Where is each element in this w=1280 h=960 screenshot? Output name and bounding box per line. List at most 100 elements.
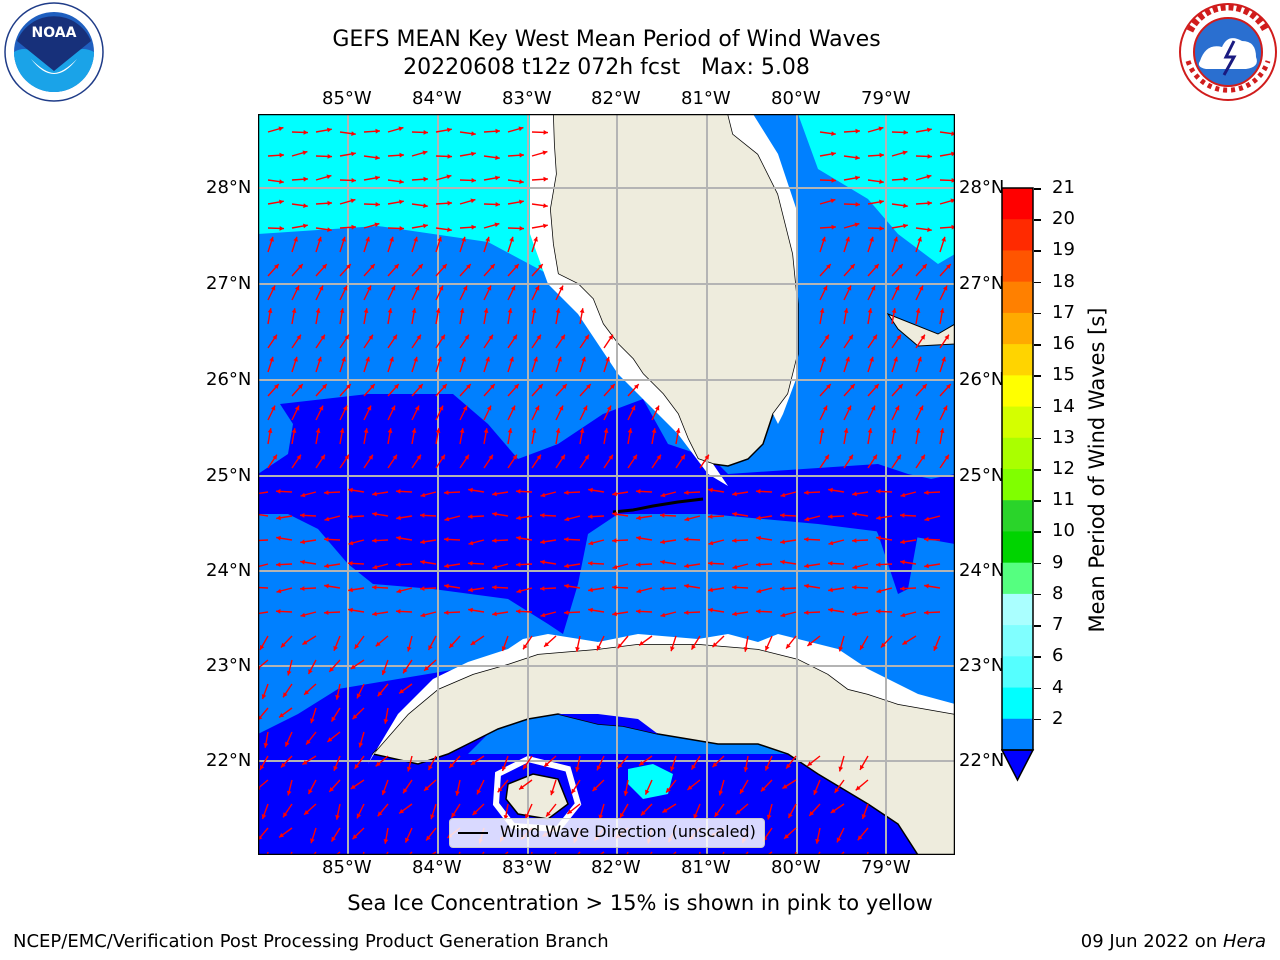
- wave-arrow-head: [786, 643, 791, 649]
- wave-arrow-head: [846, 405, 852, 411]
- wave-arrow-head: [920, 334, 925, 340]
- wave-arrow-head: [542, 150, 548, 156]
- wave-arrow-head: [924, 537, 929, 542]
- wave-arrow-head: [564, 537, 569, 542]
- wave-arrow-head: [596, 765, 602, 771]
- wave-arrow-head: [854, 222, 860, 228]
- wave-arrow-head: [843, 428, 849, 433]
- wave-arrow: [258, 491, 269, 495]
- wave-arrow-head: [377, 691, 383, 697]
- wave-arrow-head: [392, 454, 397, 460]
- wave-arrow-head: [804, 610, 809, 615]
- wave-arrow-head: [782, 784, 788, 789]
- wave-arrow-head: [902, 150, 908, 156]
- wave-arrow-head: [351, 224, 356, 230]
- wave-arrow-head: [564, 516, 570, 522]
- wave-arrow-head: [348, 561, 353, 566]
- wave-arrow-head: [490, 264, 495, 269]
- wave-arrow-head: [861, 814, 867, 819]
- wave-arrow-head: [645, 789, 650, 795]
- wave-arrow-head: [267, 308, 273, 313]
- lon-label-bottom-81w: 81°W: [681, 857, 731, 878]
- colorbar-tick-mark: [1034, 687, 1041, 690]
- wave-arrow-head: [468, 587, 473, 593]
- colorbar-tick-mark: [1034, 375, 1041, 377]
- wave-arrow-head: [917, 356, 922, 362]
- wave-arrow-head: [298, 384, 303, 389]
- wave-arrow-head: [860, 644, 865, 650]
- wave-arrow-head: [927, 200, 932, 206]
- wave-arrow-head: [939, 428, 945, 433]
- wave-arrow-head: [414, 405, 420, 411]
- wave-arrow-head: [780, 559, 785, 565]
- lat-label-left-23n: 23°N: [206, 655, 252, 676]
- wave-arrow-head: [852, 585, 857, 590]
- wave-arrow-head: [276, 489, 281, 494]
- lon-label-top-84w: 84°W: [412, 88, 462, 109]
- wave-arrow-head: [756, 588, 762, 594]
- wave-arrow-head: [826, 264, 831, 269]
- wave-arrow-head: [327, 200, 332, 206]
- wave-arrow-head: [684, 516, 690, 522]
- wave-arrow-head: [540, 539, 545, 545]
- wave-arrow-head: [516, 609, 521, 614]
- wave-arrow-head: [941, 356, 946, 362]
- wave-arrow-head: [293, 356, 298, 362]
- wave-arrow-head: [372, 491, 377, 497]
- wave-arrow-head: [503, 815, 509, 820]
- wave-arrow-head: [354, 764, 360, 769]
- wave-arrow-head: [876, 609, 881, 614]
- wave-arrow-head: [335, 814, 340, 820]
- wave-arrow-head: [807, 641, 813, 646]
- wave-arrow-head: [331, 716, 336, 722]
- wave-arrow-head: [571, 788, 576, 794]
- wave-arrow-head: [455, 790, 460, 796]
- wave-arrow-head: [876, 489, 881, 494]
- wave-arrow-head: [933, 645, 938, 651]
- wave-arrow-head: [540, 513, 545, 518]
- wave-arrow-head: [831, 178, 836, 183]
- wave-arrow-head: [538, 264, 543, 269]
- wave-arrow: [503, 851, 509, 855]
- wave-arrow-head: [294, 405, 300, 411]
- wave-arrow-head: [327, 227, 332, 232]
- wave-arrow-head: [486, 405, 492, 411]
- wave-arrow-head: [518, 126, 524, 132]
- wave-arrow-head: [444, 583, 449, 589]
- wave-arrow-head: [306, 739, 311, 745]
- wave-arrow-head: [414, 285, 420, 291]
- wave-arrow-head: [423, 130, 428, 135]
- wave-arrow: [258, 659, 269, 670]
- lon-label-bottom-83w: 83°W: [502, 857, 552, 878]
- wave-arrow-head: [420, 586, 425, 591]
- wave-arrow: [335, 851, 341, 855]
- wave-arrow-head: [891, 308, 897, 313]
- wave-arrow-head: [383, 839, 389, 844]
- wave-arrow-head: [442, 264, 447, 269]
- wave-arrow-head: [459, 308, 465, 313]
- lon-label-top-83w: 83°W: [502, 88, 552, 109]
- wave-arrow-head: [274, 264, 279, 269]
- wave-arrow-head: [588, 487, 593, 493]
- wave-arrow-head: [804, 516, 810, 522]
- footer-machine: Hera: [1222, 931, 1266, 952]
- wave-arrow-head: [260, 764, 265, 770]
- wave-arrow-head: [468, 514, 473, 519]
- wave-arrow-head: [333, 645, 338, 651]
- wave-arrow-head: [263, 743, 269, 748]
- wave-arrow-head: [280, 642, 286, 648]
- wave-arrow-head: [464, 454, 469, 460]
- wave-arrow-head: [468, 487, 473, 493]
- wave-arrow-head: [872, 334, 877, 340]
- wave-arrow-head: [516, 562, 521, 567]
- wave-arrow-head: [536, 334, 541, 340]
- wave-arrow-head: [269, 236, 274, 242]
- wave-arrow-head: [507, 308, 513, 313]
- wave-arrow-head: [680, 454, 685, 460]
- wave-arrow-head: [828, 607, 833, 613]
- wave-arrow-head: [358, 742, 364, 748]
- wave-arrow-head: [447, 154, 452, 159]
- colorbar-tick-mark: [1034, 500, 1041, 502]
- wave-arrow-head: [420, 612, 426, 618]
- wave-arrow-head: [815, 838, 820, 844]
